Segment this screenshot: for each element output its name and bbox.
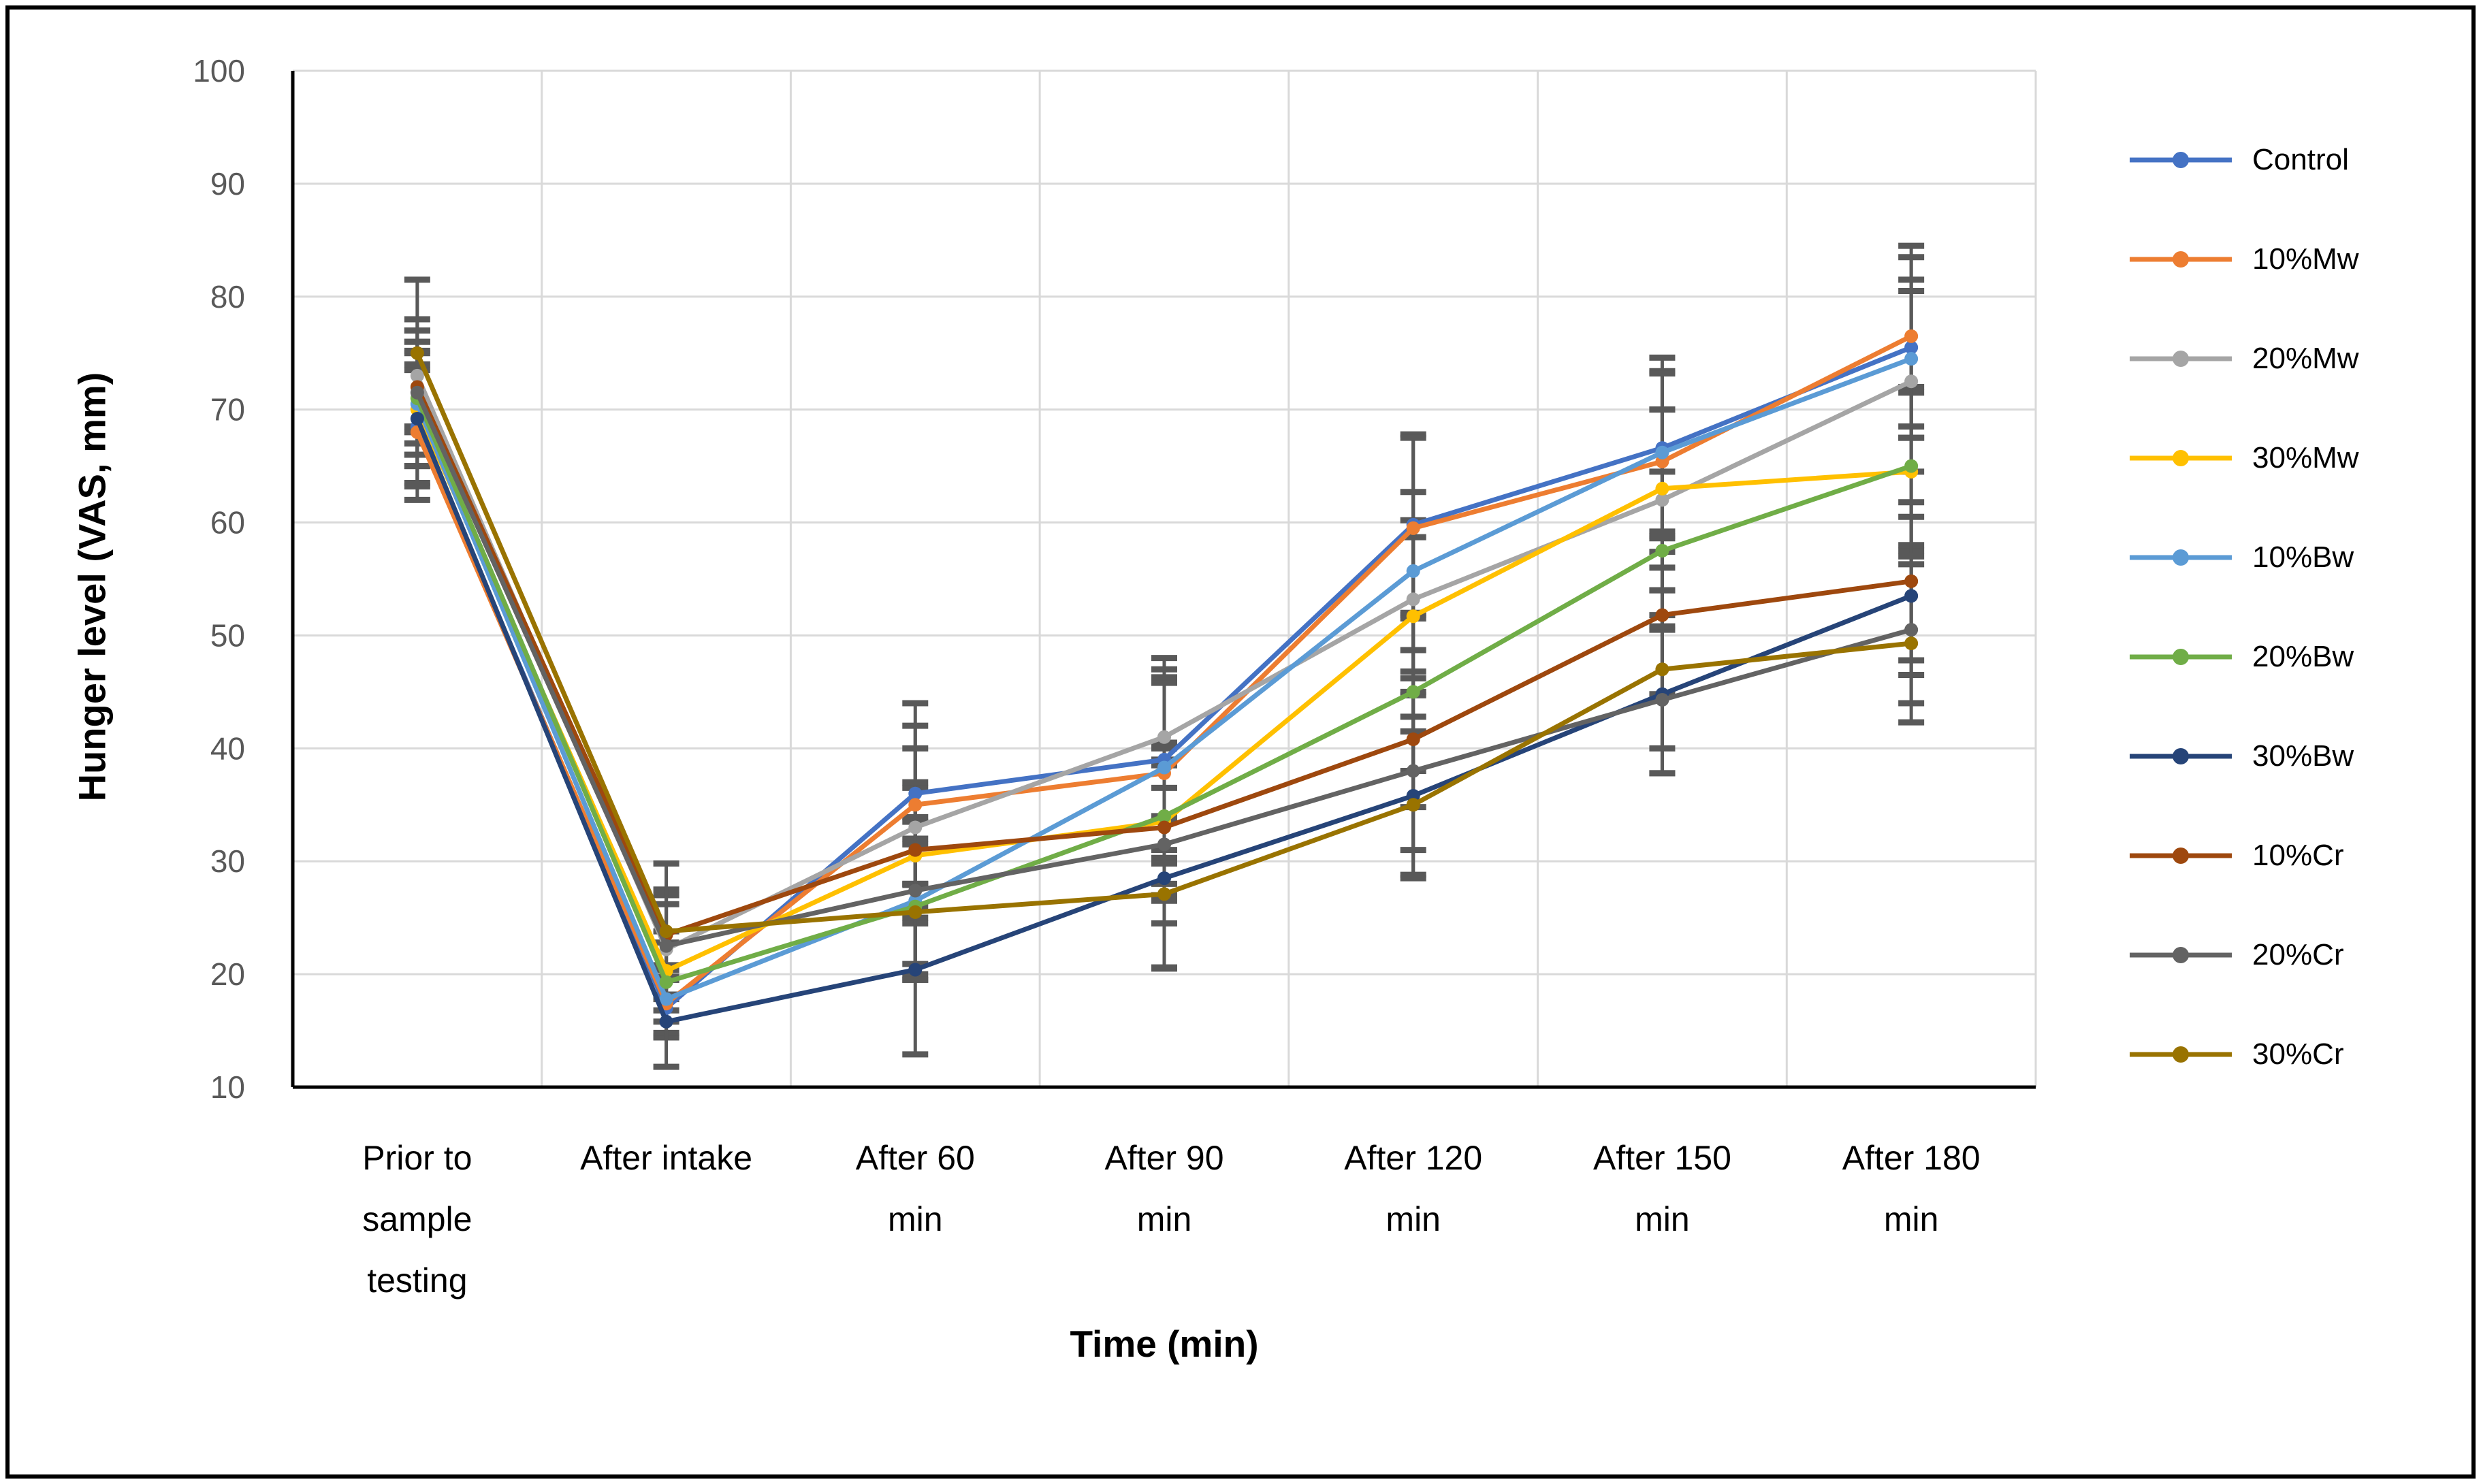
legend-label: 20%Bw xyxy=(2252,640,2354,673)
legend-item-30%Mw: 30%Mw xyxy=(2130,408,2359,508)
data-point-30%Cr xyxy=(1655,662,1669,677)
data-point-30%Bw xyxy=(659,1014,673,1029)
legend-label: 30%Bw xyxy=(2252,739,2354,773)
data-point-30%Cr xyxy=(1904,636,1919,651)
legend-marker-icon xyxy=(2130,152,2232,168)
data-point-30%Cr xyxy=(1406,798,1420,812)
data-point-20%Cr xyxy=(1655,693,1669,707)
y-tick-label: 30 xyxy=(210,843,245,879)
legend-item-10%Bw: 10%Bw xyxy=(2130,508,2359,607)
data-point-30%Mw xyxy=(1406,609,1420,624)
data-point-10%Cr xyxy=(1655,608,1669,622)
x-tick-label: After 120 min xyxy=(1344,1139,1482,1238)
data-point-30%Bw xyxy=(410,411,424,425)
legend-marker-icon xyxy=(2130,1046,2232,1063)
x-tick-label: After intake xyxy=(580,1139,752,1177)
legend-marker-icon xyxy=(2130,649,2232,665)
y-tick-label: 10 xyxy=(210,1069,245,1105)
data-point-10%Cr xyxy=(908,843,923,857)
data-point-20%Cr xyxy=(659,939,673,953)
data-point-20%Bw xyxy=(1655,544,1669,558)
figure-border xyxy=(5,5,2476,1479)
data-point-20%Mw xyxy=(1406,592,1420,607)
legend-label: 10%Cr xyxy=(2252,839,2344,872)
data-point-30%Bw xyxy=(1157,871,1171,886)
data-point-10%Mw xyxy=(1904,329,1919,343)
legend: Control 10%Mw 20%Mw 30%Mw 10%Bw 20%Bw 30%Bw 10%… xyxy=(2130,110,2359,1104)
x-tick-label: After 90 min xyxy=(1104,1139,1223,1238)
data-point-20%Mw xyxy=(1655,493,1669,507)
legend-label: Control xyxy=(2252,143,2349,176)
legend-item-20%Bw: 20%Bw xyxy=(2130,607,2359,707)
legend-item-10%Mw: 10%Mw xyxy=(2130,210,2359,309)
y-tick-label: 60 xyxy=(210,505,245,541)
legend-label: 30%Mw xyxy=(2252,441,2359,474)
legend-marker-icon xyxy=(2130,549,2232,566)
data-point-30%Mw xyxy=(1655,481,1669,496)
legend-label: 20%Mw xyxy=(2252,342,2359,375)
legend-label: 30%Cr xyxy=(2252,1037,2344,1071)
x-tick-label: After 150 min xyxy=(1593,1139,1731,1238)
data-point-Control xyxy=(908,786,923,801)
x-tick-label: Prior to sample testing xyxy=(362,1139,472,1300)
data-point-20%Bw xyxy=(1406,685,1420,699)
data-point-20%Mw xyxy=(908,820,923,835)
data-point-10%Mw xyxy=(1406,521,1420,535)
x-tick-label: After 60 min xyxy=(856,1139,975,1238)
data-point-30%Cr xyxy=(410,346,424,360)
data-point-20%Cr xyxy=(1904,623,1919,637)
data-point-20%Cr xyxy=(908,884,923,898)
legend-item-20%Cr: 20%Cr xyxy=(2130,905,2359,1005)
data-point-20%Cr xyxy=(1157,837,1171,852)
y-tick-label: 40 xyxy=(210,730,245,766)
data-point-30%Cr xyxy=(1157,887,1171,901)
legend-marker-icon xyxy=(2130,848,2232,864)
data-point-Control xyxy=(1904,340,1919,355)
data-point-10%Cr xyxy=(1904,574,1919,588)
legend-label: 10%Mw xyxy=(2252,242,2359,276)
data-point-10%Cr xyxy=(1157,820,1171,835)
data-point-20%Bw xyxy=(1904,459,1919,473)
data-point-30%Bw xyxy=(1904,589,1919,603)
y-tick-label: 100 xyxy=(193,53,245,88)
legend-marker-icon xyxy=(2130,748,2232,764)
legend-item-30%Cr: 30%Cr xyxy=(2130,1005,2359,1104)
data-point-20%Mw xyxy=(1904,374,1919,389)
data-point-20%Mw xyxy=(1157,730,1171,744)
legend-marker-icon xyxy=(2130,450,2232,466)
data-point-20%Bw xyxy=(1157,809,1171,823)
y-tick-label: 70 xyxy=(210,392,245,428)
x-tick-label: After 180 min xyxy=(1842,1139,1981,1238)
data-point-10%Bw xyxy=(1157,760,1171,775)
y-tick-label: 20 xyxy=(210,956,245,992)
data-point-10%Mw xyxy=(908,798,923,812)
legend-item-30%Bw: 30%Bw xyxy=(2130,707,2359,806)
y-axis-title: Hunger level (VAS, mm) xyxy=(70,372,114,802)
legend-item-Control: Control xyxy=(2130,110,2359,210)
data-point-20%Mw xyxy=(410,368,424,383)
y-tick-label: 80 xyxy=(210,279,245,314)
legend-marker-icon xyxy=(2130,947,2232,963)
legend-marker-icon xyxy=(2130,351,2232,367)
legend-item-10%Cr: 10%Cr xyxy=(2130,806,2359,905)
y-tick-label: 50 xyxy=(210,617,245,653)
data-point-10%Bw xyxy=(1904,352,1919,366)
data-point-10%Bw xyxy=(659,992,673,1006)
data-point-20%Cr xyxy=(1406,764,1420,778)
data-point-20%Cr xyxy=(410,385,424,400)
data-point-30%Cr xyxy=(659,924,673,939)
data-point-10%Bw xyxy=(1406,564,1420,578)
data-point-10%Bw xyxy=(1655,445,1669,459)
data-point-10%Cr xyxy=(1406,732,1420,747)
data-point-30%Cr xyxy=(908,905,923,919)
legend-marker-icon xyxy=(2130,251,2232,268)
legend-item-20%Mw: 20%Mw xyxy=(2130,309,2359,408)
legend-label: 10%Bw xyxy=(2252,541,2354,574)
y-tick-label: 90 xyxy=(210,166,245,201)
data-point-30%Bw xyxy=(908,963,923,977)
data-point-20%Bw xyxy=(659,975,673,989)
legend-label: 20%Cr xyxy=(2252,938,2344,971)
x-axis-title: Time (min) xyxy=(1070,1323,1259,1365)
